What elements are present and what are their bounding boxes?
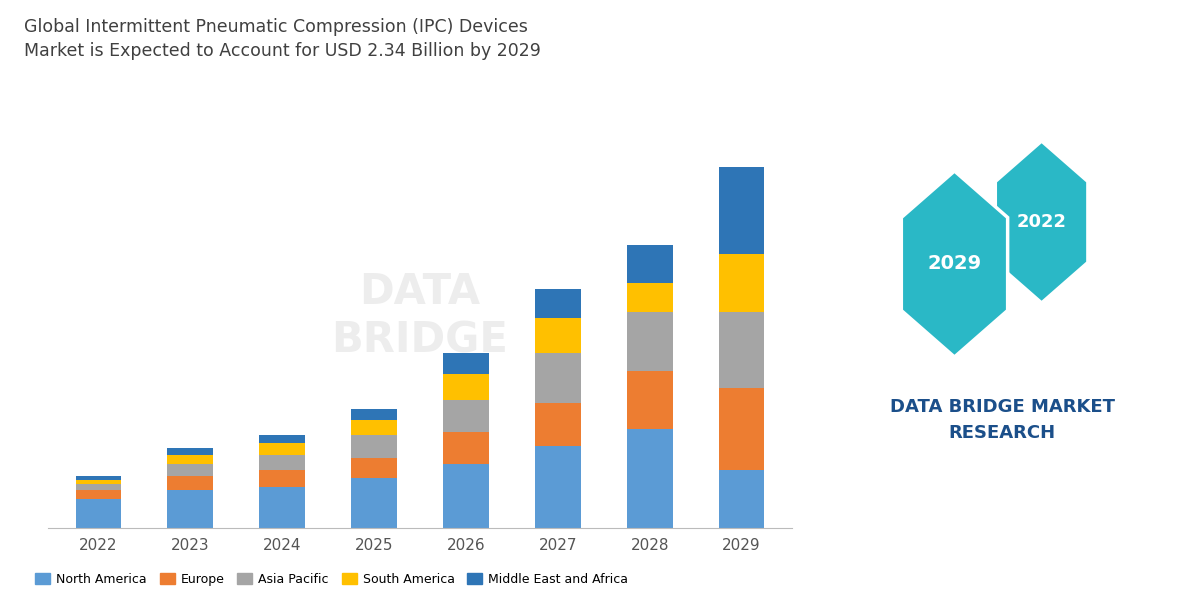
Bar xyxy=(626,245,672,283)
Bar xyxy=(719,254,764,313)
Polygon shape xyxy=(995,141,1088,303)
Bar xyxy=(719,388,764,470)
Bar xyxy=(719,313,764,388)
Bar xyxy=(535,446,581,528)
Bar xyxy=(352,409,397,420)
Text: Compression (IPC) Devices
Market, By Regions, 2022 to
2029: Compression (IPC) Devices Market, By Reg… xyxy=(878,30,1126,98)
Text: 2022: 2022 xyxy=(1016,213,1067,231)
Bar xyxy=(626,429,672,528)
Bar xyxy=(352,435,397,458)
Bar xyxy=(719,167,764,254)
Bar xyxy=(259,435,305,443)
Bar xyxy=(626,283,672,313)
Bar xyxy=(535,353,581,403)
Bar xyxy=(352,458,397,478)
Bar xyxy=(443,353,488,374)
Bar xyxy=(168,455,214,464)
Bar xyxy=(259,487,305,528)
Text: DATA BRIDGE MARKET
RESEARCH: DATA BRIDGE MARKET RESEARCH xyxy=(889,398,1115,442)
Bar xyxy=(76,490,121,499)
Text: Global Intermittent Pneumatic Compression (IPC) Devices
Market is Expected to Ac: Global Intermittent Pneumatic Compressio… xyxy=(24,18,541,60)
Bar xyxy=(443,464,488,528)
Bar xyxy=(259,455,305,470)
Bar xyxy=(352,420,397,435)
Bar xyxy=(443,374,488,400)
Bar xyxy=(76,499,121,528)
Bar xyxy=(443,400,488,432)
Bar xyxy=(259,470,305,487)
Bar xyxy=(76,476,121,480)
Bar xyxy=(626,371,672,429)
Legend: North America, Europe, Asia Pacific, South America, Middle East and Africa: North America, Europe, Asia Pacific, Sou… xyxy=(30,568,634,591)
Text: 2029: 2029 xyxy=(928,254,982,274)
Bar xyxy=(168,464,214,476)
Bar xyxy=(443,432,488,464)
Polygon shape xyxy=(901,171,1008,357)
Bar xyxy=(168,476,214,490)
Bar xyxy=(535,318,581,353)
Bar xyxy=(352,478,397,528)
Bar xyxy=(76,484,121,490)
Bar xyxy=(535,289,581,318)
Bar xyxy=(76,480,121,484)
Bar xyxy=(168,490,214,528)
Text: DATA
BRIDGE: DATA BRIDGE xyxy=(331,271,509,361)
Bar xyxy=(259,443,305,455)
Bar xyxy=(626,313,672,371)
Bar xyxy=(719,470,764,528)
Bar xyxy=(535,403,581,446)
Bar xyxy=(168,448,214,455)
